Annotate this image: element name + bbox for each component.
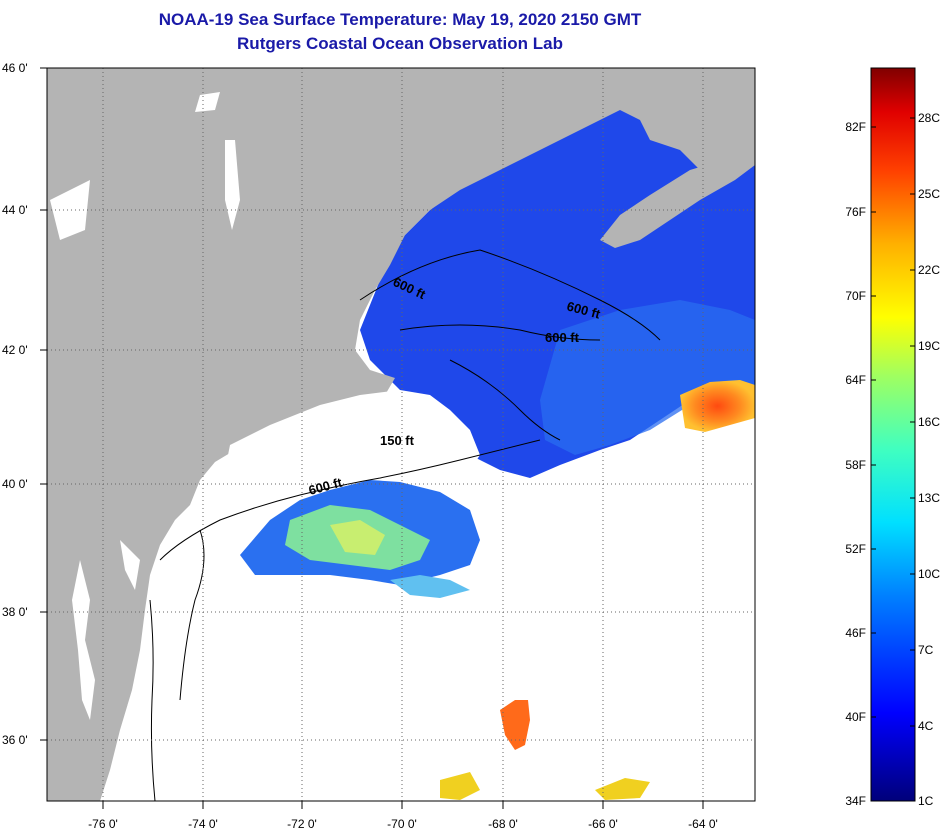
colorbar-f-label: 34F — [845, 794, 866, 808]
coastal-cloud — [225, 390, 480, 475]
colorbar-c-label: 4C — [918, 719, 934, 733]
map-subtitle: Rutgers Coastal Ocean Observation Lab — [237, 34, 563, 53]
colorbar-c-label: 28C — [918, 111, 940, 125]
lon-label-68: -68 0' — [488, 817, 518, 831]
southern-yellow-patch-2 — [595, 778, 650, 800]
colorbar-c-label: 22C — [918, 263, 940, 277]
contour-label-600-c: 600 ft — [545, 330, 580, 345]
southern-yellow-patch — [440, 772, 480, 800]
warm-eddy-patch — [500, 700, 530, 750]
colorbar-f-label: 40F — [845, 710, 866, 724]
lon-label-70: -70 0' — [387, 817, 417, 831]
colorbar-f-label: 46F — [845, 626, 866, 640]
colorbar-c-label: 10C — [918, 567, 940, 581]
colorbar-f-label: 58F — [845, 458, 866, 472]
colorbar-f-label: 82F — [845, 120, 866, 134]
lat-label-36: 36 0' — [2, 733, 28, 747]
colorbar-f-label: 70F — [845, 289, 866, 303]
bathymetry-contours — [149, 249, 661, 801]
tick-marks — [40, 67, 704, 809]
colorbar-f-label: 52F — [845, 542, 866, 556]
map-border — [46, 67, 756, 802]
mid-blue-region — [540, 300, 755, 455]
colorbar-c-label: 16C — [918, 415, 940, 429]
map-title: NOAA-19 Sea Surface Temperature: May 19,… — [158, 10, 642, 29]
shelf-edge-patch — [390, 575, 470, 598]
lon-label-64: -64 0' — [688, 817, 718, 831]
colorbar-f-label: 76F — [845, 205, 866, 219]
lat-label-46: 46 0' — [2, 61, 28, 75]
warm-water-patch — [680, 380, 755, 432]
nova-scotia-land — [600, 150, 755, 248]
chesapeake-bay — [72, 560, 95, 720]
lon-label-72: -72 0' — [287, 817, 317, 831]
lake-champlain — [225, 140, 240, 230]
colorbar-c-label: 1C — [918, 794, 934, 808]
inland-lake-2 — [50, 180, 90, 240]
lon-label-76: -76 0' — [88, 817, 118, 831]
colorbar — [870, 67, 916, 802]
lat-label-38: 38 0' — [2, 605, 28, 619]
colorbar-c-label: 25C — [918, 187, 940, 201]
colorbar-c-label: 19C — [918, 339, 940, 353]
colorbar-c-label: 13C — [918, 491, 940, 505]
contour-label-150: 150 ft — [380, 433, 415, 448]
colorbar-c-label: 7C — [918, 643, 934, 657]
lon-label-66: -66 0' — [588, 817, 618, 831]
inland-lake — [195, 92, 220, 112]
land-mass — [47, 68, 755, 801]
colorbar-ticks — [871, 117, 915, 727]
delaware-bay — [120, 540, 140, 590]
lat-label-44: 44 0' — [2, 203, 28, 217]
lon-label-74: -74 0' — [188, 817, 218, 831]
lat-label-40: 40 0' — [2, 477, 28, 491]
colorbar-f-label: 64F — [845, 373, 866, 387]
lat-label-42: 42 0' — [2, 343, 28, 357]
shelf-yellow-patch — [330, 520, 385, 555]
